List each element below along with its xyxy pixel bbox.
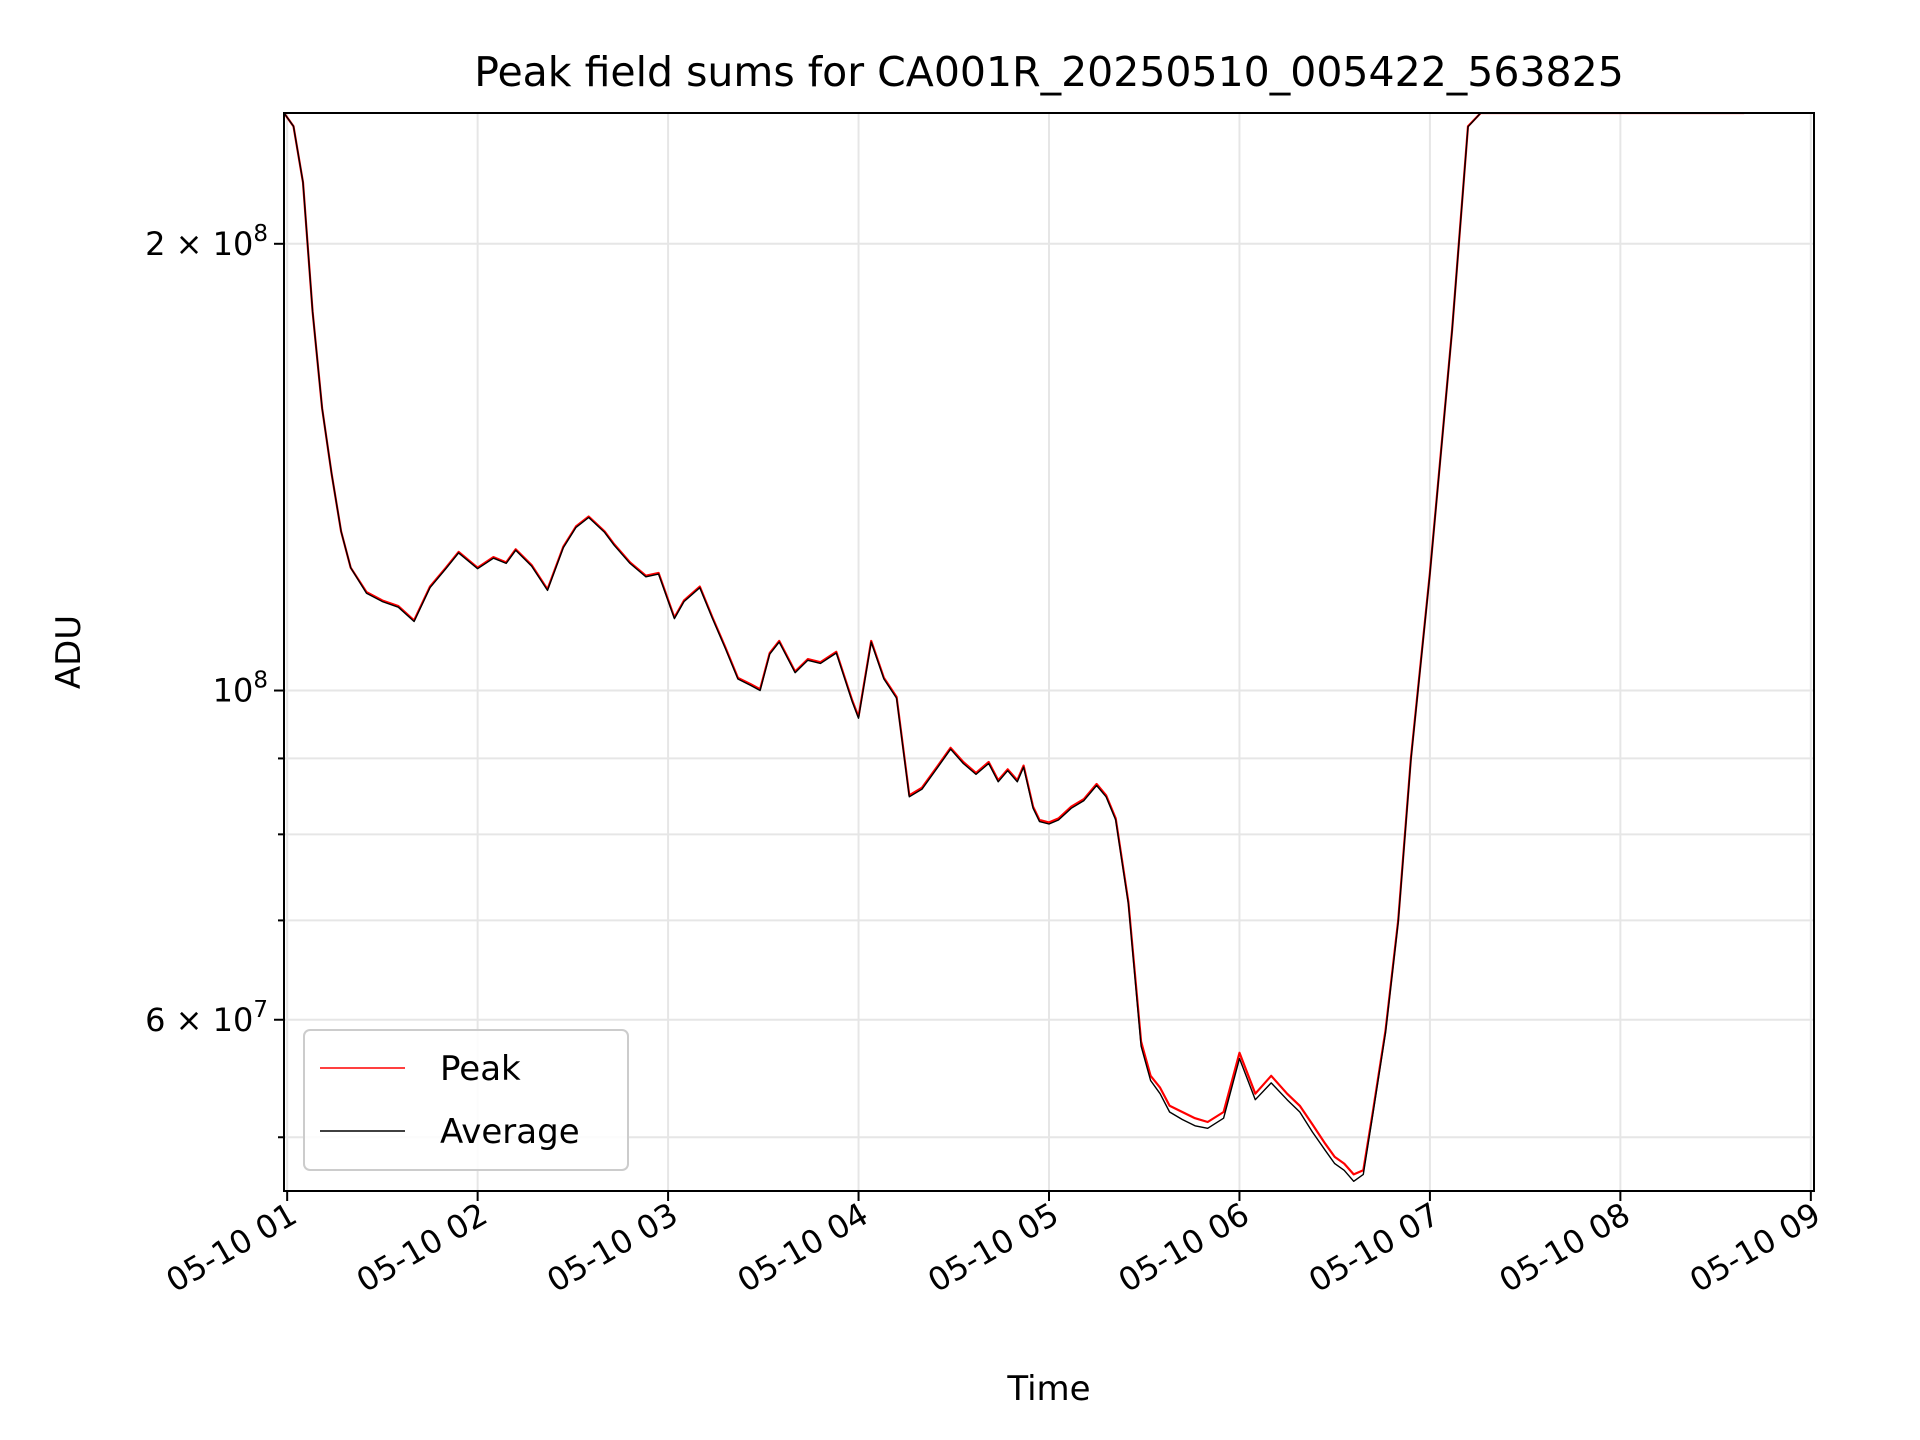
x-tick-label-7: 05-10 08 bbox=[1493, 1195, 1637, 1300]
series-line-peak bbox=[284, 113, 1745, 1176]
y-tick-label-0: 6 × 107 bbox=[145, 997, 268, 1039]
legend-label-peak: Peak bbox=[440, 1049, 521, 1089]
chart-title: Peak field sums for CA001R_20250510_0054… bbox=[474, 48, 1624, 96]
x-axis: 05-10 01 05-10 02 05-10 03 05-10 04 05-10 05… bbox=[160, 1191, 1827, 1300]
x-tick-label-1: 05-10 02 bbox=[350, 1195, 494, 1300]
y-axis-label: ADU bbox=[49, 615, 89, 689]
x-tick-label-5: 05-10 06 bbox=[1112, 1195, 1256, 1300]
grid bbox=[284, 113, 1814, 1191]
legend-box bbox=[303, 1029, 629, 1171]
x-tick-label-2: 05-10 03 bbox=[540, 1195, 684, 1300]
x-tick-label-6: 05-10 07 bbox=[1302, 1195, 1446, 1300]
legend-label-average: Average bbox=[440, 1112, 580, 1152]
x-tick-label-8: 05-10 09 bbox=[1683, 1195, 1827, 1300]
y-axis: 6 × 107 108 2 × 108 bbox=[145, 221, 284, 1139]
y-tick-label-2: 2 × 108 bbox=[145, 221, 268, 263]
legend: Peak Average bbox=[303, 1029, 629, 1171]
x-tick-label-0: 05-10 01 bbox=[160, 1195, 304, 1300]
x-axis-label: Time bbox=[1006, 1369, 1090, 1409]
x-tick-label-4: 05-10 05 bbox=[921, 1195, 1065, 1300]
series-line-average bbox=[284, 113, 1745, 1182]
series-layer bbox=[284, 113, 1745, 1182]
y-tick-label-1: 108 bbox=[213, 668, 268, 710]
x-tick-label-3: 05-10 04 bbox=[731, 1195, 875, 1300]
